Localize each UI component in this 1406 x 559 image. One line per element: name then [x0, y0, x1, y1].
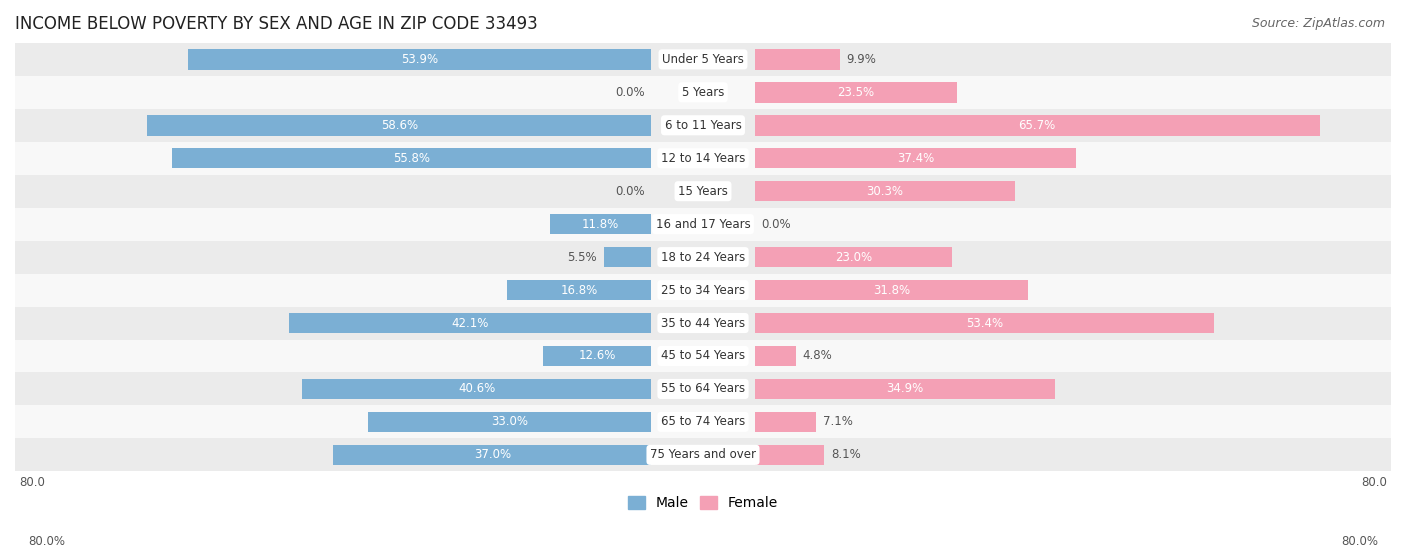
Bar: [15, 438, 1391, 471]
Text: 33.0%: 33.0%: [491, 415, 529, 428]
Text: 8.1%: 8.1%: [831, 448, 860, 461]
Bar: [15, 240, 1391, 273]
Bar: [755, 247, 952, 267]
Bar: [755, 82, 956, 102]
Bar: [543, 346, 651, 366]
Bar: [550, 214, 651, 234]
Bar: [172, 148, 651, 168]
Text: 30.3%: 30.3%: [866, 184, 904, 198]
Text: 65 to 74 Years: 65 to 74 Years: [661, 415, 745, 428]
Bar: [148, 115, 651, 135]
Bar: [15, 175, 1391, 208]
Bar: [755, 379, 1054, 399]
Text: 31.8%: 31.8%: [873, 283, 910, 297]
Bar: [290, 313, 651, 333]
Bar: [755, 181, 1015, 201]
Bar: [15, 273, 1391, 306]
Bar: [15, 372, 1391, 405]
Bar: [755, 49, 839, 69]
Bar: [755, 280, 1028, 300]
Text: 11.8%: 11.8%: [582, 217, 619, 231]
Text: 0.0%: 0.0%: [762, 217, 792, 231]
Bar: [15, 43, 1391, 76]
Text: 16.8%: 16.8%: [561, 283, 598, 297]
Bar: [302, 379, 651, 399]
Text: 9.9%: 9.9%: [846, 53, 876, 66]
Bar: [755, 115, 1320, 135]
Text: 5 Years: 5 Years: [682, 86, 724, 99]
Bar: [15, 208, 1391, 240]
Bar: [755, 346, 796, 366]
Bar: [755, 444, 824, 465]
Text: 55 to 64 Years: 55 to 64 Years: [661, 382, 745, 395]
Text: 0.0%: 0.0%: [614, 86, 644, 99]
Text: 7.1%: 7.1%: [823, 415, 852, 428]
Bar: [367, 411, 651, 432]
Text: 34.9%: 34.9%: [886, 382, 924, 395]
Text: 80.0: 80.0: [1361, 476, 1386, 489]
Text: 42.1%: 42.1%: [451, 316, 489, 330]
Bar: [15, 142, 1391, 175]
Text: 15 Years: 15 Years: [678, 184, 728, 198]
Text: 37.0%: 37.0%: [474, 448, 510, 461]
Bar: [508, 280, 651, 300]
Bar: [755, 148, 1076, 168]
Text: 55.8%: 55.8%: [392, 151, 430, 165]
Text: 80.0: 80.0: [20, 476, 45, 489]
Text: 25 to 34 Years: 25 to 34 Years: [661, 283, 745, 297]
Text: Under 5 Years: Under 5 Years: [662, 53, 744, 66]
Bar: [188, 49, 651, 69]
Bar: [333, 444, 651, 465]
Text: 80.0%: 80.0%: [1341, 535, 1378, 548]
Text: 80.0%: 80.0%: [28, 535, 65, 548]
Text: 35 to 44 Years: 35 to 44 Years: [661, 316, 745, 330]
Text: 58.6%: 58.6%: [381, 119, 418, 132]
Text: 23.5%: 23.5%: [837, 86, 875, 99]
Text: INCOME BELOW POVERTY BY SEX AND AGE IN ZIP CODE 33493: INCOME BELOW POVERTY BY SEX AND AGE IN Z…: [15, 15, 537, 33]
Bar: [15, 339, 1391, 372]
Text: 37.4%: 37.4%: [897, 151, 934, 165]
Text: 4.8%: 4.8%: [803, 349, 832, 362]
Text: 18 to 24 Years: 18 to 24 Years: [661, 250, 745, 264]
Text: 45 to 54 Years: 45 to 54 Years: [661, 349, 745, 362]
Text: 0.0%: 0.0%: [614, 184, 644, 198]
Bar: [605, 247, 651, 267]
Legend: Male, Female: Male, Female: [623, 491, 783, 516]
Bar: [15, 306, 1391, 339]
Bar: [755, 411, 815, 432]
Text: 40.6%: 40.6%: [458, 382, 495, 395]
Text: 23.0%: 23.0%: [835, 250, 872, 264]
Text: 5.5%: 5.5%: [568, 250, 598, 264]
Text: 12 to 14 Years: 12 to 14 Years: [661, 151, 745, 165]
Bar: [755, 313, 1213, 333]
Text: 65.7%: 65.7%: [1018, 119, 1056, 132]
Text: 6 to 11 Years: 6 to 11 Years: [665, 119, 741, 132]
Text: 75 Years and over: 75 Years and over: [650, 448, 756, 461]
Text: 53.9%: 53.9%: [401, 53, 439, 66]
Bar: [15, 76, 1391, 109]
Text: 16 and 17 Years: 16 and 17 Years: [655, 217, 751, 231]
Text: 53.4%: 53.4%: [966, 316, 1002, 330]
Text: Source: ZipAtlas.com: Source: ZipAtlas.com: [1251, 17, 1385, 30]
Text: 12.6%: 12.6%: [578, 349, 616, 362]
Bar: [15, 109, 1391, 142]
Bar: [15, 405, 1391, 438]
